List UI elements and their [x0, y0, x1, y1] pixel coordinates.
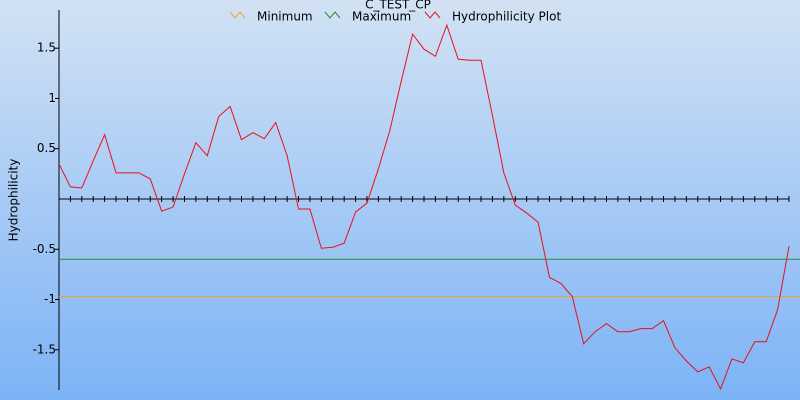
- y-axis-label: Hydrophilicity: [7, 159, 21, 242]
- legend-icon: [424, 11, 441, 19]
- y-tick-label: 1: [48, 91, 56, 105]
- legend-label: Maximum: [352, 10, 411, 24]
- y-tick-label: -1: [44, 292, 56, 306]
- legend-label: Minimum: [257, 10, 313, 24]
- y-tick-label: 1.5: [37, 41, 56, 55]
- chart-title: C_TEST_CP: [365, 0, 431, 12]
- data-line: [58, 23, 790, 391]
- legend-icon: [229, 11, 246, 19]
- y-tick-label: 0.5: [37, 141, 56, 155]
- y-tick-label: -0.5: [33, 242, 56, 256]
- legend-icon: [324, 11, 341, 19]
- y-tick-label: -1.5: [33, 342, 56, 356]
- legend-label: Hydrophilicity Plot: [452, 10, 561, 24]
